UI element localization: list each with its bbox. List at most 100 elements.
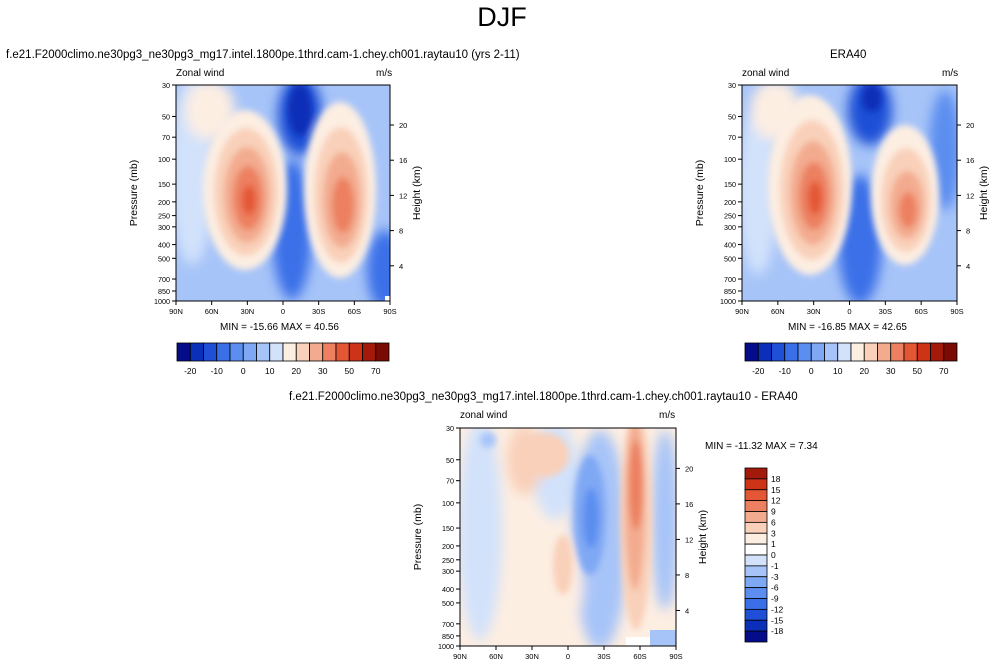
model-panel-title: f.e21.F2000climo.ne30pg3_ne30pg3_mg17.in… bbox=[6, 49, 520, 61]
y-tick-label-200: 200 bbox=[158, 198, 170, 207]
diff-colorbar-swatch bbox=[744, 511, 768, 523]
obs-colorbar-swatch bbox=[943, 342, 958, 362]
obs-colorbar-swatch bbox=[930, 342, 945, 362]
model-colorbar-label: 50 bbox=[345, 366, 355, 376]
y-tick-label-150: 150 bbox=[724, 180, 736, 189]
y-tick-label-50: 50 bbox=[728, 112, 736, 121]
y-tick-label-100: 100 bbox=[442, 499, 454, 508]
model-colorbar: -20 -10 0 10 20 30 50 70 bbox=[176, 342, 390, 376]
model-colorbar-swatch bbox=[242, 342, 257, 362]
height-tick-label-8: 8 bbox=[966, 227, 970, 236]
diff-colorbar-swatch bbox=[744, 478, 768, 491]
x-tick-label-4: 30S bbox=[312, 307, 325, 316]
y-tick-label-70: 70 bbox=[728, 133, 736, 142]
y-tick-label-700: 700 bbox=[724, 275, 736, 284]
obs-colorbar: -20 -10 0 10 20 30 50 70 bbox=[744, 342, 958, 376]
x-tick-label-3: 0 bbox=[281, 307, 285, 316]
diff-colorbar-label: -9 bbox=[771, 594, 779, 604]
x-tick-label-2: 30N bbox=[240, 307, 254, 316]
obs-colorbar-swatch bbox=[850, 342, 865, 362]
height-tick-label-20: 20 bbox=[966, 121, 974, 130]
y-tick-label-1000: 1000 bbox=[720, 297, 736, 306]
x-tick-label-4: 30S bbox=[597, 652, 610, 661]
main-title: DJF bbox=[477, 2, 527, 32]
model-colorbar-swatch bbox=[203, 342, 218, 362]
obs-colorbar-swatch bbox=[916, 342, 931, 362]
height-tick-label-4: 4 bbox=[966, 262, 970, 271]
model-colorbar-label: 10 bbox=[265, 366, 275, 376]
diff-colorbar-swatch bbox=[744, 500, 768, 512]
x-tick-label-0: 90N bbox=[735, 307, 749, 316]
height-tick-label-16: 16 bbox=[685, 500, 693, 509]
model-colorbar-swatch bbox=[176, 342, 191, 362]
x-tick-label-5: 60S bbox=[348, 307, 361, 316]
diff-colorbar-swatch bbox=[744, 543, 768, 556]
y-tick-label-150: 150 bbox=[442, 524, 454, 533]
diff-colorbar-label: 0 bbox=[771, 550, 776, 560]
y-tick-label-200: 200 bbox=[442, 542, 454, 551]
obs-colorbar-swatch bbox=[771, 342, 786, 362]
x-tick-label-1: 60N bbox=[489, 652, 503, 661]
obs-colorbar-swatch bbox=[810, 342, 825, 362]
model-colorbar-label: 0 bbox=[241, 366, 246, 376]
y-tick-label-500: 500 bbox=[724, 254, 736, 263]
axis-ticks bbox=[172, 84, 961, 650]
height-tick-label-16: 16 bbox=[966, 156, 974, 165]
y-tick-label-500: 500 bbox=[442, 599, 454, 608]
y-tick-label-300: 300 bbox=[724, 223, 736, 232]
y-tick-label-70: 70 bbox=[446, 477, 454, 486]
obs-colorbar-label: -10 bbox=[779, 366, 792, 376]
x-tick-label-6: 90S bbox=[950, 307, 963, 316]
model-colorbar-swatch bbox=[189, 342, 204, 362]
y-tick-label-300: 300 bbox=[158, 223, 170, 232]
obs-colorbar-label: 50 bbox=[913, 366, 923, 376]
height-tick-label-12: 12 bbox=[399, 191, 407, 200]
diff-colorbar-swatch bbox=[744, 619, 768, 632]
model-colorbar-label: -20 bbox=[184, 366, 197, 376]
y-tick-label-100: 100 bbox=[158, 155, 170, 164]
y-tick-label-70: 70 bbox=[162, 133, 170, 142]
obs-units-label: m/s bbox=[942, 68, 959, 79]
obs-colorbar-label: 70 bbox=[939, 366, 949, 376]
diff-colorbar-label: -1 bbox=[771, 561, 779, 571]
model-units-label: m/s bbox=[376, 68, 393, 79]
height-tick-label-20: 20 bbox=[685, 464, 693, 473]
diff-colorbar-label: 12 bbox=[771, 496, 781, 506]
height-tick-label-12: 12 bbox=[966, 191, 974, 200]
y-tick-label-150: 150 bbox=[158, 180, 170, 189]
y-tick-label-100: 100 bbox=[724, 155, 736, 164]
x-tick-label-1: 60N bbox=[205, 307, 219, 316]
height-tick-label-4: 4 bbox=[685, 606, 689, 615]
model-contour-field bbox=[176, 85, 390, 301]
obs-colorbar-swatch bbox=[837, 342, 852, 362]
y-tick-label-200: 200 bbox=[724, 198, 736, 207]
obs-colorbar-swatch bbox=[877, 342, 892, 362]
model-colorbar-swatch bbox=[229, 342, 244, 362]
obs-contour-field bbox=[742, 85, 957, 301]
obs-variable-label: zonal wind bbox=[742, 68, 790, 79]
model-colorbar-swatch bbox=[335, 342, 350, 362]
height-axis-label: Height (km) bbox=[697, 510, 709, 564]
height-tick-label-4: 4 bbox=[399, 262, 403, 271]
obs-colorbar-label: 10 bbox=[833, 366, 843, 376]
model-colorbar-swatch bbox=[375, 342, 390, 362]
x-tick-label-3: 0 bbox=[847, 307, 851, 316]
x-tick-label-2: 30N bbox=[807, 307, 821, 316]
y-tick-label-400: 400 bbox=[158, 241, 170, 250]
diff-colorbar-label: 1 bbox=[771, 539, 776, 549]
diff-colorbar-swatch bbox=[744, 489, 768, 502]
diff-colorbar-label: -3 bbox=[771, 572, 779, 582]
x-tick-label-5: 60S bbox=[914, 307, 927, 316]
y-tick-label-700: 700 bbox=[158, 275, 170, 284]
height-axis-label: Height (km) bbox=[978, 166, 990, 220]
y-tick-label-850: 850 bbox=[724, 287, 736, 296]
obs-stats: MIN = -16.85 MAX = 42.65 bbox=[788, 322, 907, 333]
x-tick-label-1: 60N bbox=[771, 307, 785, 316]
diff-panel-title: f.e21.F2000climo.ne30pg3_ne30pg3_mg17.in… bbox=[289, 391, 798, 403]
model-colorbar-swatch bbox=[309, 342, 324, 362]
y-tick-label-850: 850 bbox=[442, 632, 454, 641]
y-tick-label-1000: 1000 bbox=[438, 642, 454, 651]
obs-colorbar-swatch bbox=[824, 342, 839, 362]
